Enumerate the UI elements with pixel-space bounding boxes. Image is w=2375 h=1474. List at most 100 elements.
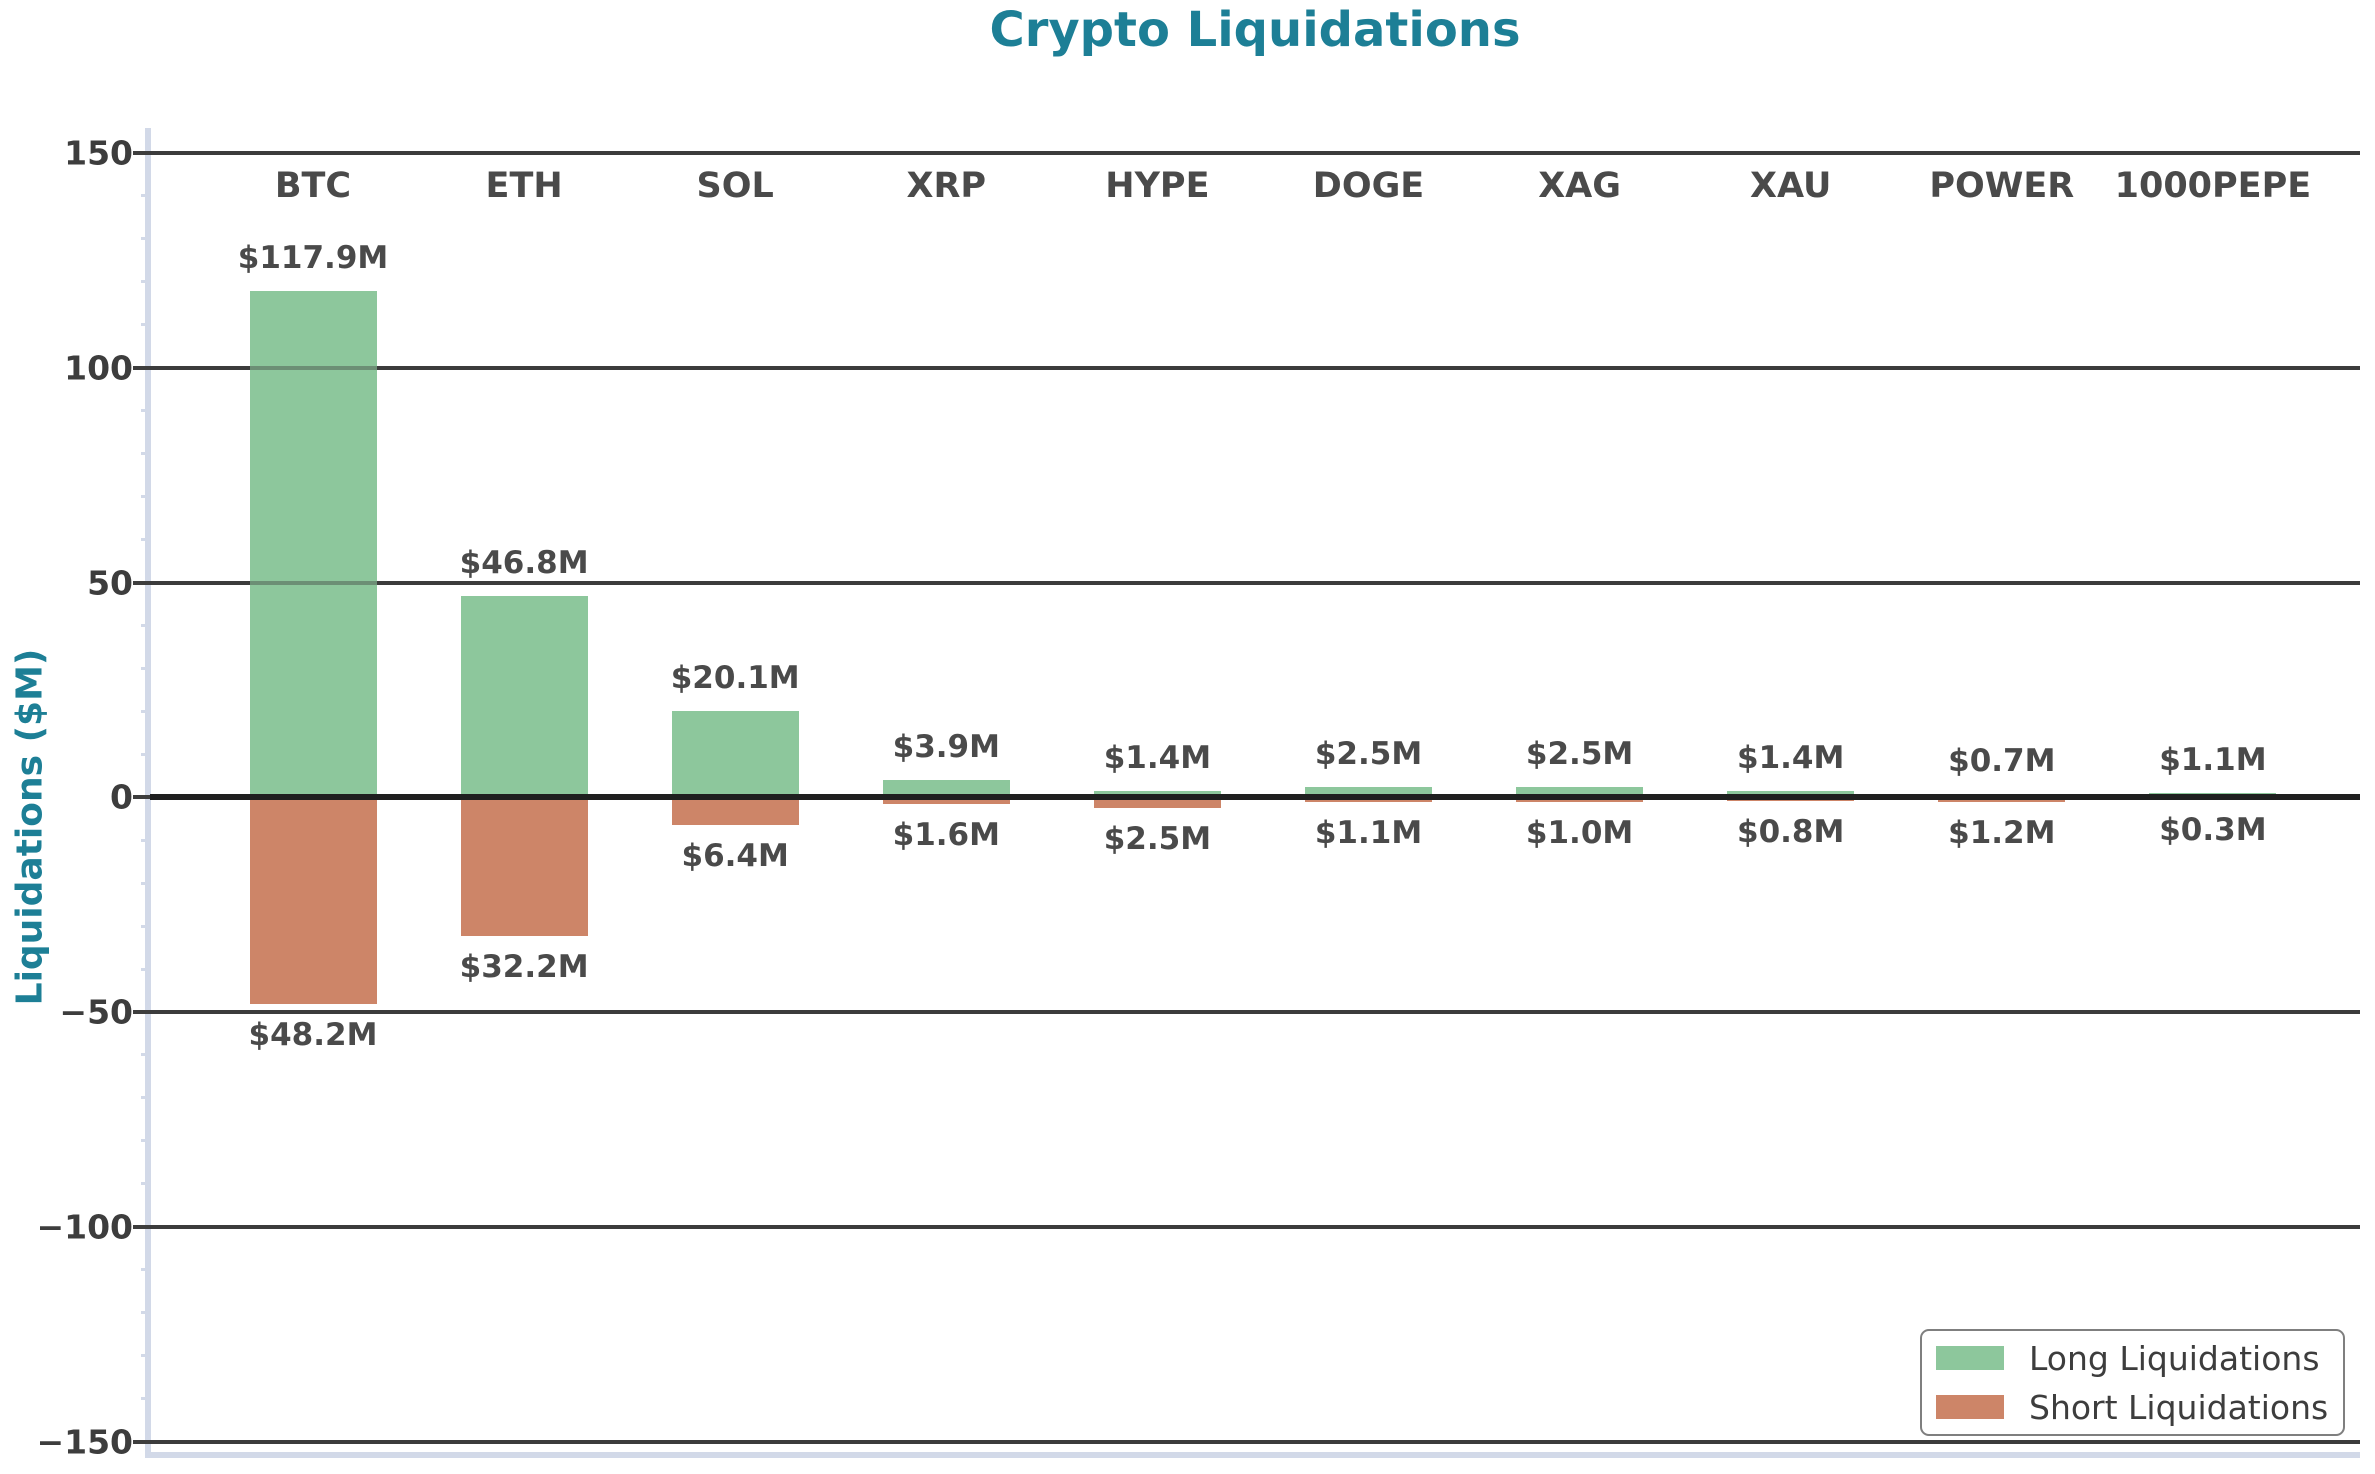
bar-long-XAU <box>1727 791 1855 798</box>
bar-label-long-XAG: $2.5M <box>1525 735 1634 772</box>
legend-label-long: Long Liquidations <box>2029 1338 2320 1378</box>
bar-short-XRP <box>882 797 1010 805</box>
y-minor-tick-mark <box>141 752 150 756</box>
y-tick-label--150: −150 <box>36 1422 133 1461</box>
gridline--100 <box>150 1224 2360 1229</box>
y-minor-tick-mark <box>141 323 150 327</box>
gridline-overlay-100 <box>150 365 2360 370</box>
bar-label-short-XRP: $1.6M <box>892 817 1000 854</box>
bar-label-long-ETH: $46.8M <box>459 545 589 582</box>
category-label-ETH: ETH <box>485 166 563 206</box>
y-tick-label-0: 0 <box>110 777 133 817</box>
legend: Long Liquidations Short Liquidations <box>1920 1329 2345 1436</box>
y-minor-tick-mark <box>141 280 150 284</box>
gridline--150 <box>150 1439 2360 1444</box>
category-label-HYPE: HYPE <box>1105 166 1210 206</box>
category-label-DOGE: DOGE <box>1312 166 1425 206</box>
bar-label-short-HYPE: $2.5M <box>1103 820 1212 857</box>
y-tick-label-100: 100 <box>64 348 133 388</box>
bar-long-XRP <box>882 780 1010 798</box>
y-minor-tick-mark <box>141 967 150 971</box>
category-label-SOL: SOL <box>696 166 774 206</box>
y-minor-tick-mark <box>141 1397 150 1401</box>
y-minor-tick-mark <box>141 495 150 499</box>
bar-label-short-DOGE: $1.1M <box>1314 814 1423 851</box>
bar-label-long-DOGE: $2.5M <box>1314 735 1423 772</box>
y-minor-tick-mark <box>141 838 150 842</box>
bar-long-ETH <box>460 596 588 798</box>
legend-row-short: Short Liquidations <box>1936 1388 2343 1427</box>
bar-short-BTC <box>249 797 377 1005</box>
legend-label-short: Short Liquidations <box>2029 1387 2329 1427</box>
bar-label-short-XAU: $0.8M <box>1737 813 1845 850</box>
y-minor-tick-mark <box>141 1096 150 1100</box>
y-minor-tick-mark <box>141 924 150 928</box>
y-minor-tick-mark <box>141 1139 150 1143</box>
gridline-overlay-150 <box>150 151 2360 155</box>
legend-swatch-long-icon <box>1936 1346 2004 1370</box>
y-minor-tick-mark <box>141 194 150 198</box>
bar-label-long-XRP: $3.9M <box>892 729 1000 766</box>
y-axis-title: Liquidations ($M) <box>9 648 51 1006</box>
gridline-overlay--100 <box>150 1224 2360 1229</box>
bar-label-short-1000PEPE: $0.3M <box>2159 811 2267 848</box>
y-minor-tick-mark <box>141 237 150 241</box>
y-minor-tick-mark <box>141 881 150 885</box>
y-tick-label--50: −50 <box>59 992 133 1032</box>
category-label-XRP: XRP <box>906 166 987 206</box>
gridline-overlay-50 <box>150 580 2360 585</box>
gridline-overlay--150 <box>150 1439 2360 1444</box>
gridline--50 <box>150 1010 2360 1014</box>
x-axis-spine <box>145 1452 2360 1458</box>
y-tick-mark-0 <box>133 795 150 800</box>
y-minor-tick-mark <box>141 709 150 713</box>
bar-short-ETH <box>460 797 588 936</box>
gridline-overlay--50 <box>150 1010 2360 1014</box>
y-minor-tick-mark <box>141 409 150 413</box>
bar-short-HYPE <box>1093 797 1221 808</box>
bar-label-long-HYPE: $1.4M <box>1103 740 1212 777</box>
y-minor-tick-mark <box>141 538 150 542</box>
y-minor-tick-mark <box>141 1053 150 1057</box>
y-minor-tick-mark <box>141 1182 150 1186</box>
y-tick-mark--100 <box>133 1224 150 1229</box>
bar-long-BTC <box>249 290 377 798</box>
y-minor-tick-mark <box>141 452 150 456</box>
y-tick-mark-50 <box>133 580 150 585</box>
y-tick-mark-100 <box>133 365 150 370</box>
y-tick-label-50: 50 <box>87 563 133 602</box>
gridline-150 <box>150 151 2360 155</box>
y-minor-tick-mark <box>141 1311 150 1315</box>
bar-label-short-ETH: $32.2M <box>459 948 589 985</box>
y-minor-tick-mark <box>141 1354 150 1358</box>
bar-label-long-BTC: $117.9M <box>237 239 389 276</box>
y-minor-tick-mark <box>141 623 150 627</box>
category-label-XAU: XAU <box>1749 166 1832 206</box>
bar-label-short-BTC: $48.2M <box>248 1017 378 1054</box>
category-label-1000PEPE: 1000PEPE <box>2114 166 2312 206</box>
bar-label-long-XAU: $1.4M <box>1737 740 1845 777</box>
gridline-100 <box>150 365 2360 370</box>
legend-swatch-short-icon <box>1936 1395 2004 1419</box>
bar-label-short-SOL: $6.4M <box>681 837 789 874</box>
bar-long-XAG <box>1516 786 1644 798</box>
y-tick-mark-150 <box>133 151 150 155</box>
category-label-BTC: BTC <box>274 166 352 206</box>
bar-long-HYPE <box>1093 791 1221 798</box>
y-axis-spine <box>145 128 151 1458</box>
bar-label-long-POWER: $0.7M <box>1948 743 2056 780</box>
bar-label-short-POWER: $1.2M <box>1948 815 2056 852</box>
bar-long-SOL <box>671 710 799 798</box>
bar-label-long-SOL: $20.1M <box>670 659 800 696</box>
y-minor-tick-mark <box>141 1268 150 1272</box>
category-label-XAG: XAG <box>1538 166 1621 206</box>
zero-gridline <box>150 794 2360 801</box>
y-tick-mark--150 <box>133 1439 150 1444</box>
bar-label-short-XAG: $1.0M <box>1525 814 1634 851</box>
bar-long-DOGE <box>1305 786 1432 798</box>
gridline-50 <box>150 580 2360 585</box>
chart-title: Crypto Liquidations <box>989 2 1521 58</box>
category-label-POWER: POWER <box>1929 166 2075 206</box>
bar-label-long-1000PEPE: $1.1M <box>2159 741 2267 778</box>
